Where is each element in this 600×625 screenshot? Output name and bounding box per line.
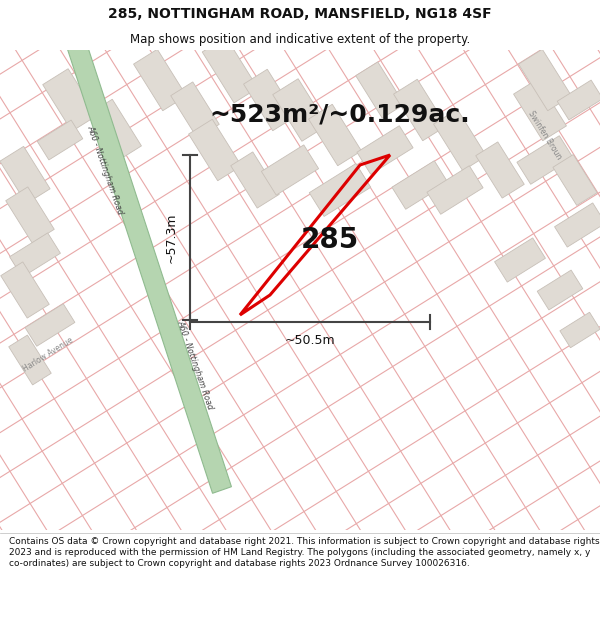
Text: 285, NOTTINGHAM ROAD, MANSFIELD, NG18 4SF: 285, NOTTINGHAM ROAD, MANSFIELD, NG18 4S… xyxy=(108,7,492,21)
Polygon shape xyxy=(188,119,241,181)
Text: A60 - Nottingham Road: A60 - Nottingham Road xyxy=(175,319,215,411)
Polygon shape xyxy=(537,270,583,310)
Polygon shape xyxy=(273,79,327,141)
Text: Harlow Avenue: Harlow Avenue xyxy=(21,336,75,374)
Polygon shape xyxy=(0,146,50,204)
Polygon shape xyxy=(518,49,571,111)
Polygon shape xyxy=(476,142,524,198)
Polygon shape xyxy=(262,145,319,195)
Text: ~523m²/~0.129ac.: ~523m²/~0.129ac. xyxy=(209,103,470,127)
Polygon shape xyxy=(517,136,573,184)
Polygon shape xyxy=(134,49,187,111)
Polygon shape xyxy=(37,120,83,160)
Text: ~50.5m: ~50.5m xyxy=(284,334,335,347)
Polygon shape xyxy=(309,164,371,216)
Polygon shape xyxy=(1,262,49,318)
Polygon shape xyxy=(554,203,600,247)
Polygon shape xyxy=(25,304,75,346)
Polygon shape xyxy=(6,187,54,243)
Polygon shape xyxy=(43,69,97,131)
Polygon shape xyxy=(244,69,296,131)
Polygon shape xyxy=(65,37,232,493)
Polygon shape xyxy=(357,126,413,174)
Polygon shape xyxy=(231,152,279,208)
Polygon shape xyxy=(202,37,258,103)
Polygon shape xyxy=(434,109,487,171)
Text: Contains OS data © Crown copyright and database right 2021. This information is : Contains OS data © Crown copyright and d… xyxy=(9,537,599,568)
Polygon shape xyxy=(557,80,600,120)
Polygon shape xyxy=(9,335,51,385)
Polygon shape xyxy=(10,233,61,277)
Text: 285: 285 xyxy=(301,226,359,254)
Polygon shape xyxy=(89,99,142,161)
Polygon shape xyxy=(560,312,600,348)
Polygon shape xyxy=(553,154,597,206)
Polygon shape xyxy=(427,166,483,214)
Polygon shape xyxy=(171,82,219,138)
Polygon shape xyxy=(394,79,446,141)
Polygon shape xyxy=(392,161,448,209)
Polygon shape xyxy=(514,79,566,141)
Text: A60 - Nottingham Road: A60 - Nottingham Road xyxy=(85,124,125,216)
Polygon shape xyxy=(494,238,545,282)
Text: Swinfen Broun: Swinfen Broun xyxy=(527,109,563,161)
Polygon shape xyxy=(356,62,404,118)
Text: ~57.3m: ~57.3m xyxy=(165,213,178,262)
Polygon shape xyxy=(308,104,361,166)
Text: Map shows position and indicative extent of the property.: Map shows position and indicative extent… xyxy=(130,32,470,46)
